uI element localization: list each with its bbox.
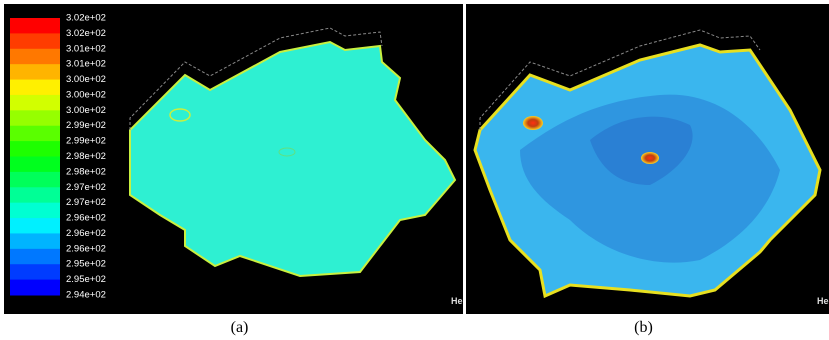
colorbar-swatch bbox=[10, 187, 60, 204]
colorbar-swatch bbox=[10, 156, 60, 173]
colorbar-label: 3.01e+02 bbox=[66, 59, 106, 70]
colorbar-swatch bbox=[10, 264, 60, 281]
colorbar-label: 2.98e+02 bbox=[66, 166, 106, 177]
colorbar-label: 3.00e+02 bbox=[66, 89, 106, 100]
colorbar-label: 3.00e+02 bbox=[66, 74, 106, 85]
colorbar-label: 3.00e+02 bbox=[66, 105, 106, 116]
colorbar-swatch bbox=[10, 79, 60, 96]
colorbar-swatch bbox=[10, 110, 60, 127]
colorbar-swatch bbox=[10, 141, 60, 157]
colorbar-swatch bbox=[10, 279, 60, 296]
panel-b-contour bbox=[473, 29, 822, 299]
colorbar-swatch bbox=[10, 94, 60, 111]
colorbar-label: 2.98e+02 bbox=[66, 151, 106, 162]
wall bbox=[479, 29, 761, 130]
colorbar-swatch bbox=[10, 48, 60, 65]
colorbar-swatch bbox=[10, 64, 60, 81]
colorbar-label: 2.96e+02 bbox=[66, 243, 106, 254]
colorbar-label: 2.95e+02 bbox=[66, 274, 106, 285]
inlet bbox=[169, 108, 191, 122]
inlet bbox=[523, 116, 543, 130]
colorbar-swatch bbox=[10, 18, 60, 34]
colorbar-label: 2.97e+02 bbox=[66, 182, 106, 193]
colorbar-swatch bbox=[10, 33, 60, 50]
colorbar-label: 2.95e+02 bbox=[66, 259, 106, 270]
colorbar-swatch bbox=[10, 202, 60, 219]
panel-a-contour bbox=[129, 27, 457, 278]
corner-text: He bbox=[817, 296, 829, 306]
colorbar: 3.02e+02 3.02e+02 3.01e+02 3.01e+02 3.00e+02… bbox=[10, 13, 106, 301]
corner-text: He bbox=[451, 296, 463, 306]
cold-region bbox=[590, 116, 693, 185]
colorbar-label: 2.96e+02 bbox=[66, 213, 106, 224]
caption: (b) bbox=[634, 319, 653, 336]
floor bbox=[129, 40, 457, 278]
colorbar-label: 3.02e+02 bbox=[66, 13, 106, 24]
outlet bbox=[641, 152, 659, 164]
outlet bbox=[278, 147, 296, 157]
colorbar-label: 3.01e+02 bbox=[66, 43, 106, 54]
colorbar-label: 3.02e+02 bbox=[66, 28, 106, 39]
colorbar-swatch bbox=[10, 233, 60, 250]
colorbar-label: 2.94e+02 bbox=[66, 290, 106, 301]
caption: (a) bbox=[231, 319, 249, 336]
colorbar-label: 2.99e+02 bbox=[66, 136, 106, 147]
colorbar-swatch bbox=[10, 248, 60, 265]
colorbar-swatch bbox=[10, 218, 60, 234]
colorbar-label: 2.99e+02 bbox=[66, 120, 106, 131]
colorbar-label: 2.96e+02 bbox=[66, 228, 106, 239]
colorbar-swatch bbox=[10, 171, 60, 188]
colorbar-label: 2.97e+02 bbox=[66, 197, 106, 208]
colorbar-swatch bbox=[10, 125, 60, 142]
wall bbox=[129, 27, 383, 130]
